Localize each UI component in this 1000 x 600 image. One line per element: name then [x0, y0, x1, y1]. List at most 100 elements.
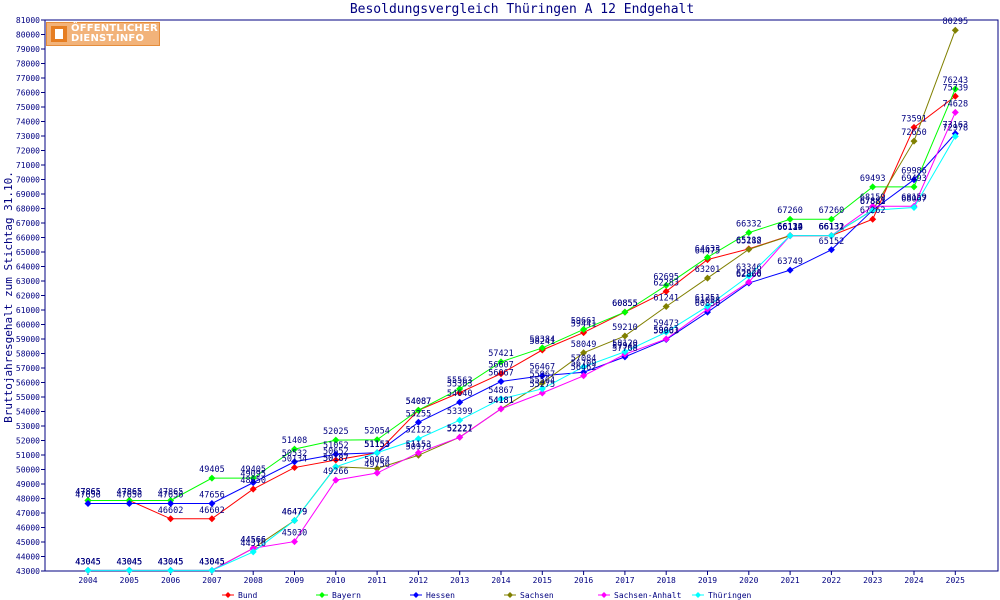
x-tick-label: 2013 — [450, 576, 469, 585]
data-point — [291, 538, 298, 546]
data-point — [332, 456, 340, 464]
data-label: 45030 — [282, 529, 308, 539]
legend-label: Sachsen-Anhalt — [614, 591, 682, 600]
data-point — [662, 287, 670, 295]
legend-marker — [225, 592, 231, 598]
data-point — [291, 464, 298, 472]
data-label: 59473 — [653, 319, 679, 329]
data-point — [704, 253, 711, 261]
data-point — [827, 246, 835, 254]
y-tick-label: 64000 — [16, 263, 40, 272]
y-tick-label: 46000 — [16, 524, 40, 533]
data-label: 51153 — [364, 440, 390, 450]
data-label: 51153 — [406, 440, 432, 450]
data-label: 58963 — [653, 327, 679, 337]
data-point — [332, 436, 340, 444]
data-label: 55303 — [447, 380, 473, 390]
data-label: 68159 — [901, 193, 927, 203]
y-tick-label: 81000 — [16, 16, 40, 25]
data-label: 66131 — [819, 223, 845, 233]
data-point — [538, 379, 546, 387]
data-label: 43045 — [117, 557, 143, 567]
y-tick-label: 70000 — [16, 176, 40, 185]
data-point — [786, 232, 794, 240]
y-tick-label: 68000 — [16, 205, 40, 214]
legend-label: Hessen — [426, 591, 455, 600]
data-label: 47656 — [75, 490, 101, 500]
data-point — [456, 416, 464, 424]
y-tick-label: 60000 — [16, 321, 40, 330]
data-point — [497, 405, 505, 413]
data-point — [910, 183, 918, 191]
data-label: 43045 — [158, 557, 184, 567]
data-point — [125, 499, 133, 507]
data-label: 80295 — [943, 17, 969, 27]
y-tick-label: 75000 — [16, 103, 40, 112]
data-label: 67882 — [860, 197, 886, 207]
data-point — [208, 499, 216, 507]
data-label: 65182 — [736, 236, 762, 246]
y-tick-label: 62000 — [16, 292, 40, 301]
data-label: 47865 — [158, 487, 184, 497]
y-tick-label: 69000 — [16, 190, 40, 199]
data-label: 53399 — [447, 407, 473, 417]
data-point — [745, 245, 753, 253]
data-label: 56607 — [488, 361, 514, 371]
plot-area — [44, 19, 999, 572]
data-point — [167, 499, 175, 507]
data-label: 56709 — [571, 359, 597, 369]
series-line — [88, 133, 956, 504]
data-label: 58049 — [571, 340, 597, 350]
data-label: 63749 — [777, 257, 803, 267]
legend-marker — [601, 592, 607, 598]
data-label: 58120 — [612, 339, 638, 349]
data-labels: 47865 47865 46602 46602 48650 50134 50652 51153… — [75, 17, 968, 567]
data-label: 65152 — [819, 237, 845, 247]
data-point — [414, 406, 422, 414]
data-label: 49405 — [199, 465, 225, 475]
data-point — [910, 137, 918, 145]
data-point — [951, 92, 959, 100]
data-label: 46479 — [282, 508, 308, 518]
y-tick-label: 49000 — [16, 480, 40, 489]
data-label: 73591 — [901, 114, 927, 124]
data-point — [456, 389, 464, 397]
y-tick-label: 51000 — [16, 451, 40, 460]
data-label: 51408 — [282, 436, 308, 446]
data-label: 67883 — [860, 197, 886, 207]
data-point — [704, 302, 711, 310]
data-point — [621, 308, 629, 316]
data-label: 65218 — [736, 236, 762, 246]
x-tick-label: 2011 — [367, 576, 386, 585]
data-label: 68067 — [901, 195, 927, 205]
data-point — [662, 328, 670, 336]
data-point — [291, 445, 298, 453]
y-tick-label: 45000 — [16, 538, 40, 547]
data-label: 59441 — [571, 320, 597, 330]
data-label: 58241 — [530, 337, 556, 347]
data-point — [84, 499, 92, 507]
data-point — [373, 465, 381, 473]
data-point — [249, 548, 257, 556]
data-point — [827, 232, 835, 240]
data-point — [745, 229, 753, 237]
data-label: 62928 — [736, 269, 762, 279]
y-tick-label: 79000 — [16, 45, 40, 54]
data-point — [456, 385, 464, 393]
legend-marker — [413, 592, 419, 598]
y-tick-label: 58000 — [16, 350, 40, 359]
data-point — [497, 370, 505, 378]
legend-marker — [695, 592, 701, 598]
data-point — [910, 123, 918, 131]
data-label: 57768 — [612, 344, 638, 354]
y-tick-label: 44000 — [16, 553, 40, 562]
data-label: 52227 — [447, 424, 473, 434]
y-tick-label: 59000 — [16, 335, 40, 344]
data-label: 51153 — [364, 440, 390, 450]
data-label: 46602 — [199, 506, 225, 516]
y-tick-label: 48000 — [16, 495, 40, 504]
y-tick-label: 55000 — [16, 393, 40, 402]
data-label: 55564 — [530, 376, 556, 386]
data-label: 66124 — [777, 223, 803, 233]
